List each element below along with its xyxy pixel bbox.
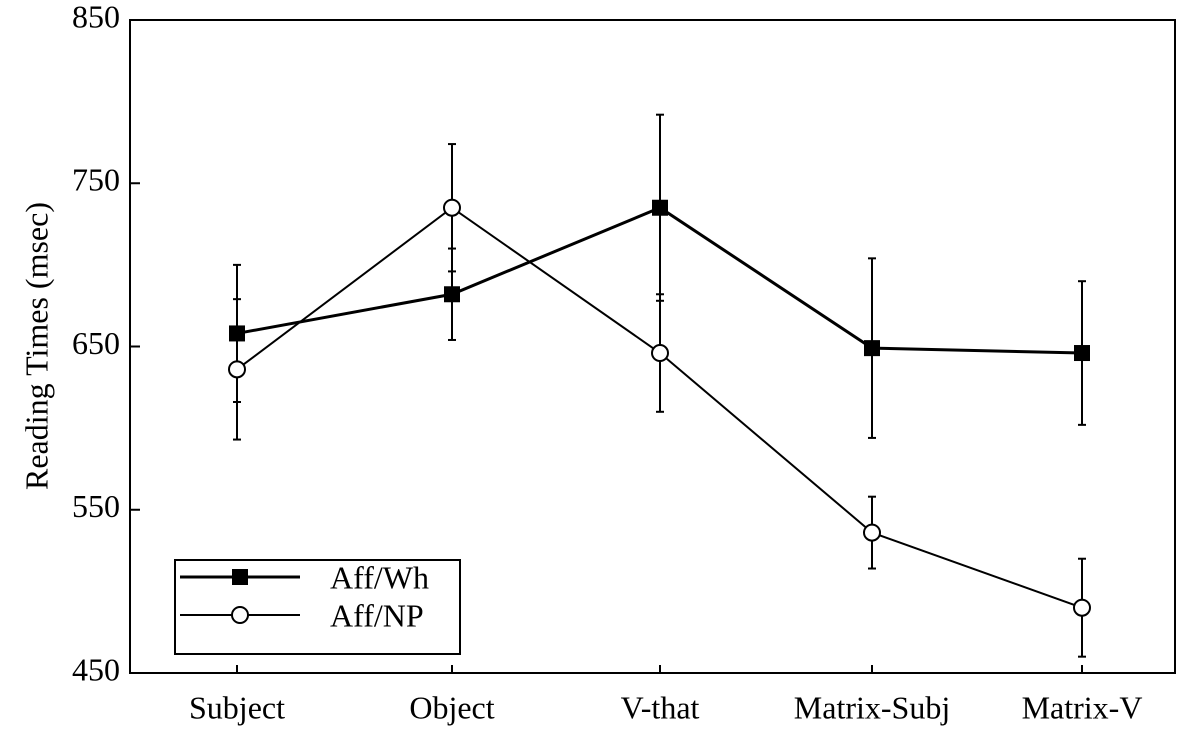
marker <box>443 198 461 217</box>
y-tick-label: 550 <box>72 488 120 524</box>
marker <box>444 286 460 303</box>
legend-marker <box>232 569 248 585</box>
marker <box>652 199 668 216</box>
marker <box>1074 345 1090 362</box>
x-tick-label: V-that <box>621 689 700 725</box>
marker <box>864 340 880 357</box>
legend-marker <box>231 606 249 624</box>
y-tick-label: 850 <box>72 0 120 34</box>
marker <box>651 344 669 363</box>
y-axis-label: Reading Times (msec) <box>18 202 54 490</box>
y-tick-label: 750 <box>72 162 120 198</box>
legend-label: Aff/NP <box>330 597 424 633</box>
x-tick-label: Matrix-Subj <box>794 689 950 725</box>
x-tick-label: Object <box>409 689 494 725</box>
x-tick-label: Subject <box>189 689 285 725</box>
marker <box>1073 598 1091 617</box>
legend-label: Aff/Wh <box>330 559 429 595</box>
marker <box>228 360 246 379</box>
marker <box>863 523 881 542</box>
y-tick-label: 650 <box>72 325 120 361</box>
x-tick-label: Matrix-V <box>1022 689 1143 725</box>
y-tick-label: 450 <box>72 651 120 687</box>
